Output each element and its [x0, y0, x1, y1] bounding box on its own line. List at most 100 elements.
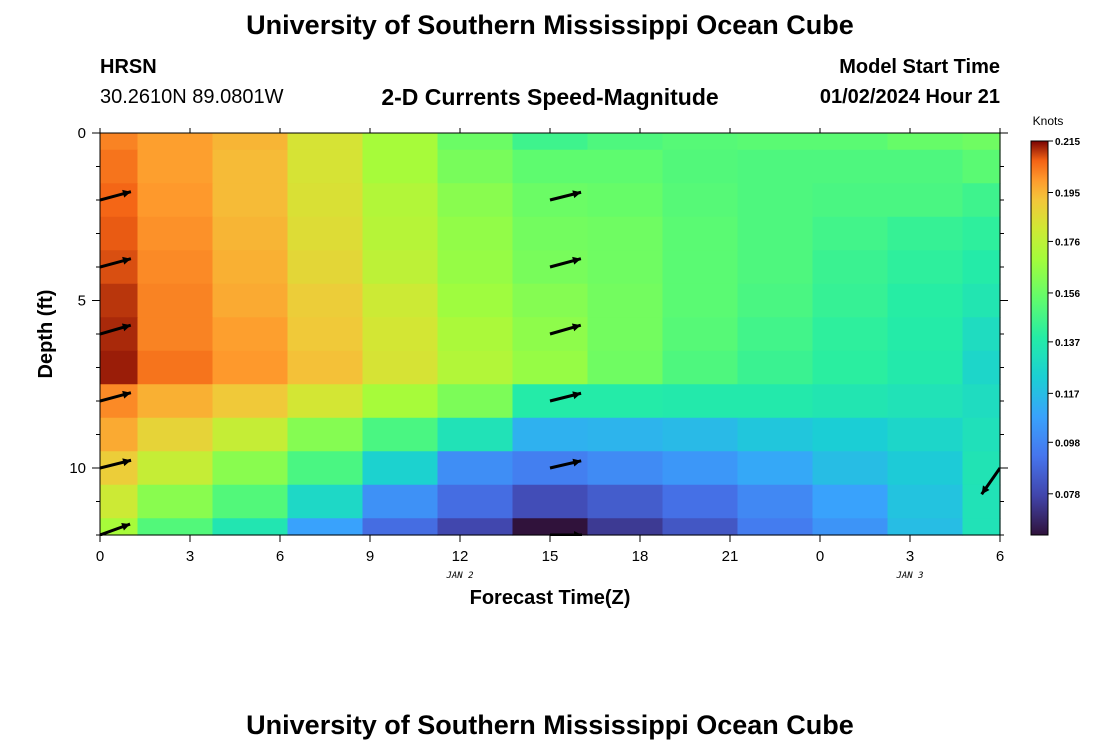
heatmap-cell [587, 133, 664, 151]
heatmap-cell [887, 133, 964, 151]
heatmap-cell [287, 133, 364, 151]
heatmap-cell [437, 451, 514, 486]
heatmap-cell [812, 149, 889, 184]
heatmap-cell [287, 183, 364, 218]
heatmap-cell [662, 317, 739, 352]
heatmap-cell [812, 317, 889, 352]
heatmap-cell [662, 283, 739, 318]
heatmap-cell [662, 451, 739, 486]
heatmap-cell [287, 317, 364, 352]
colorbar-label: 0.098 [1055, 438, 1080, 449]
x-tick-label: 3 [186, 548, 194, 565]
heatmap-cell [287, 350, 364, 385]
current-vector-arrow [100, 458, 132, 470]
page-title: University of Southern Mississippi Ocean… [246, 10, 854, 40]
heatmap-cell [287, 250, 364, 285]
heatmap-cell [512, 149, 589, 184]
heatmap-cell [512, 216, 589, 251]
heatmap-cell [587, 183, 664, 218]
model-start-value: 01/02/2024 Hour 21 [819, 86, 1000, 108]
heatmap-cell [962, 384, 1001, 419]
heatmap-cell [100, 417, 139, 452]
heatmap-cell [137, 451, 214, 486]
heatmap-cell [587, 317, 664, 352]
y-axis-title: Depth (ft) [35, 290, 57, 379]
heatmap-cell [737, 417, 814, 452]
heatmap-cell [287, 484, 364, 519]
heatmap-cell [212, 350, 289, 385]
heatmap-cell [512, 417, 589, 452]
colorbar-ramp [1030, 140, 1049, 536]
heatmap-cell [287, 216, 364, 251]
heatmap-cell [887, 350, 964, 385]
heatmap-cell [100, 250, 139, 285]
heatmap-cell [662, 417, 739, 452]
heatmap-cell [887, 451, 964, 486]
vector-group [100, 189, 1000, 536]
heatmap-cell [362, 518, 439, 536]
x-day-label: JAN 2 [445, 571, 473, 581]
heatmap-cell [212, 384, 289, 419]
heatmap-cell [887, 417, 964, 452]
heatmap-cell [137, 149, 214, 184]
heatmap-cell [212, 317, 289, 352]
heatmap-cell [812, 451, 889, 486]
heatmap-cell [100, 149, 139, 184]
heatmap-cell [737, 283, 814, 318]
heatmap-cell [737, 484, 814, 519]
x-tick-label: 3 [906, 548, 914, 565]
current-vector-arrow [549, 458, 582, 470]
heatmap-cell [962, 283, 1001, 318]
heatmap-cell [737, 149, 814, 184]
heatmap-cell [100, 384, 139, 419]
heatmap-cell [287, 149, 364, 184]
colorbar-label: 0.195 [1055, 189, 1080, 200]
heatmap-cell [512, 283, 589, 318]
model-start-label: Model Start Time [839, 56, 1000, 78]
heatmap-cell [812, 183, 889, 218]
current-vector-arrow [100, 189, 132, 202]
heatmap-cell [137, 350, 214, 385]
heatmap-cell [587, 518, 664, 536]
colorbar-label: 0.215 [1055, 137, 1080, 148]
heatmap-cell [887, 384, 964, 419]
heatmap-cell [662, 484, 739, 519]
y-tick-label: 10 [69, 460, 86, 477]
x-axis-title: Forecast Time(Z) [470, 587, 631, 609]
heatmap-cell [362, 283, 439, 318]
heatmap-cell [512, 133, 589, 151]
heatmap-cell [887, 216, 964, 251]
heatmap-cell [812, 216, 889, 251]
heatmap-cell [437, 518, 514, 536]
x-tick-label: 12 [452, 548, 469, 565]
heatmap-cell [662, 384, 739, 419]
current-vector-arrow [549, 190, 582, 202]
heatmap-cell [737, 384, 814, 419]
heatmap-cell [100, 133, 139, 151]
heatmap-cell [137, 183, 214, 218]
heatmap-cell [962, 250, 1001, 285]
current-vector-arrow [100, 390, 132, 403]
x-tick-label: 18 [632, 548, 649, 565]
heatmap-cell [887, 317, 964, 352]
heatmap-cell [437, 216, 514, 251]
y-axis: 0 5 10 [69, 125, 1008, 536]
chart-subtitle: 2-D Currents Speed-Magnitude [381, 84, 719, 110]
current-vector-arrow [549, 323, 582, 336]
heatmap-cell [287, 518, 364, 536]
heatmap-cell [212, 484, 289, 519]
x-tick-label: 6 [276, 548, 284, 565]
heatmap-cell [362, 417, 439, 452]
heatmap-cell [437, 133, 514, 151]
heatmap-cells [100, 133, 1001, 536]
heatmap-cell [962, 484, 1001, 519]
heatmap-cell [212, 133, 289, 151]
heatmap-cell [587, 283, 664, 318]
heatmap-cell [512, 484, 589, 519]
heatmap-cell [587, 417, 664, 452]
heatmap-cell [812, 518, 889, 536]
heatmap-cell [812, 350, 889, 385]
heatmap-cell [962, 451, 1001, 486]
heatmap-cell [737, 133, 814, 151]
